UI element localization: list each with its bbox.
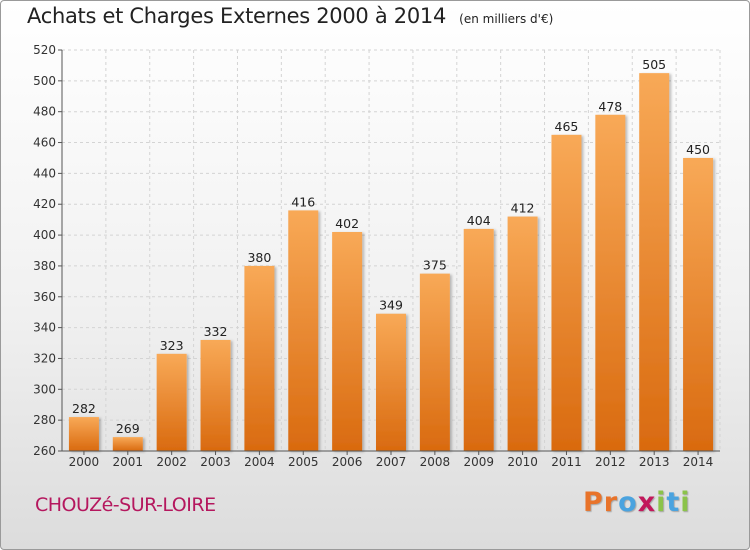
- y-tick-label: 260: [33, 444, 56, 458]
- data-label: 478: [598, 99, 622, 114]
- y-tick-label: 500: [33, 74, 56, 88]
- y-tick-label: 280: [33, 413, 56, 427]
- y-tick-label: 520: [33, 43, 56, 57]
- data-label: 380: [247, 250, 271, 265]
- bar-2001: [112, 437, 143, 451]
- logo-letter: r: [603, 487, 619, 518]
- x-tick-label: 2000: [69, 455, 100, 469]
- y-tick-label: 320: [33, 351, 56, 365]
- bar-2013: [639, 73, 670, 451]
- chart-title: Achats et Charges Externes 2000 à 2014: [27, 4, 447, 28]
- x-tick-label: 2005: [288, 455, 319, 469]
- y-tick-label: 480: [33, 105, 56, 119]
- x-tick-label: 2010: [507, 455, 538, 469]
- title-row: Achats et Charges Externes 2000 à 2014 (…: [27, 4, 553, 28]
- y-tick-label: 400: [33, 228, 56, 242]
- logo-letter: o: [618, 487, 638, 518]
- data-label: 416: [291, 194, 315, 209]
- bar-2014: [683, 157, 714, 451]
- logo-letter: P: [583, 487, 604, 518]
- x-tick-label: 2011: [551, 455, 582, 469]
- bar-2000: [68, 417, 99, 451]
- x-tick-label: 2008: [420, 455, 451, 469]
- data-label: 269: [116, 421, 140, 436]
- y-tick-label: 300: [33, 382, 56, 396]
- data-label: 402: [335, 216, 359, 231]
- data-label: 404: [467, 213, 491, 228]
- bar-2010: [507, 216, 538, 451]
- x-tick-label: 2002: [156, 455, 187, 469]
- x-tick-label: 2012: [595, 455, 626, 469]
- data-label: 450: [686, 142, 710, 157]
- bars: [68, 73, 714, 452]
- bar-2012: [595, 114, 626, 452]
- x-tick-label: 2013: [639, 455, 670, 469]
- y-tick-label: 340: [33, 321, 56, 335]
- bar-2006: [332, 231, 363, 451]
- logo-letter: x: [637, 487, 657, 518]
- logo-letter: i: [680, 487, 691, 518]
- x-tick-label: 2001: [113, 455, 144, 469]
- data-label: 323: [160, 338, 184, 353]
- y-tick-label: 460: [33, 136, 56, 150]
- x-tick-label: 2006: [332, 455, 363, 469]
- axes: 260 280 300 320 340 360 380 400 420 440 460 480 500 5…: [33, 43, 720, 469]
- data-label: 332: [204, 324, 228, 339]
- bar-2007: [376, 313, 406, 451]
- data-label: 282: [72, 401, 96, 416]
- y-tick-label: 360: [33, 290, 56, 304]
- bar-2003: [200, 339, 231, 451]
- bar-2002: [156, 353, 187, 451]
- x-tick-label: 2014: [683, 455, 714, 469]
- data-label: 375: [423, 258, 447, 273]
- bar-2005: [288, 210, 319, 451]
- commune-name: CHOUZé-SUR-LOIRE: [35, 494, 216, 516]
- bar-2008: [419, 273, 450, 451]
- x-tick-label: 2004: [244, 455, 275, 469]
- bar-2009: [463, 228, 494, 451]
- data-label: 349: [379, 298, 403, 313]
- y-tick-label: 420: [33, 197, 56, 211]
- y-tick-label: 440: [33, 166, 56, 180]
- x-tick-label: 2003: [200, 455, 231, 469]
- data-label: 465: [555, 119, 579, 134]
- data-label: 505: [642, 57, 666, 72]
- proxiti-logo[interactable]: Proxiti: [583, 487, 691, 518]
- chart-subtitle: (en milliers d'€): [459, 12, 554, 26]
- logo-letter: t: [666, 487, 681, 518]
- x-tick-label: 2009: [463, 455, 494, 469]
- data-label: 412: [511, 201, 535, 216]
- logo-letter: i: [656, 487, 667, 518]
- bar-2011: [551, 134, 582, 452]
- data-labels: 282 269 323 332 380 416 402 349 375 404 412 465 478 5…: [72, 57, 710, 436]
- x-tick-label: 2007: [376, 455, 407, 469]
- bar-2004: [244, 265, 275, 451]
- y-tick-label: 380: [33, 259, 56, 273]
